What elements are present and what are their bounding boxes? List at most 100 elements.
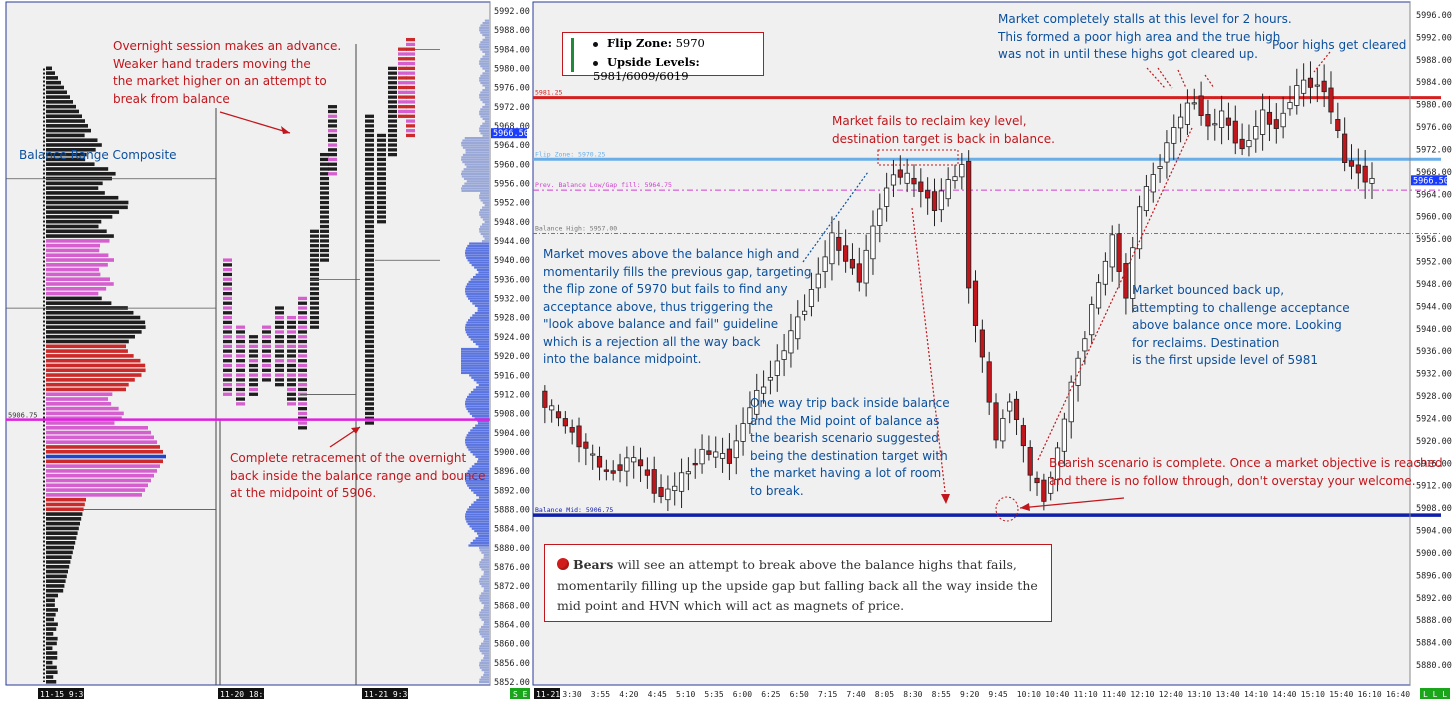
volume-profile-bar — [476, 381, 489, 384]
session-tpo-block — [365, 229, 374, 233]
volume-profile-bar — [474, 266, 489, 269]
volume-profile-bar — [465, 441, 489, 444]
session-tpo-block — [377, 133, 386, 138]
session-tpo-block — [365, 306, 374, 310]
session-tpo-block — [365, 339, 374, 344]
composite-profile-row — [46, 445, 160, 449]
price-tick-label: 5880.00 — [1416, 661, 1452, 671]
composite-profile-row — [46, 478, 151, 483]
candle-body — [699, 448, 705, 465]
session-tpo-block — [320, 191, 329, 195]
volume-profile-bar — [473, 501, 489, 504]
session-tpo-block — [287, 325, 296, 329]
volume-profile-bar — [473, 379, 489, 382]
session-tpo-block — [287, 335, 296, 339]
volume-profile-bar — [480, 81, 489, 85]
volume-profile-bar — [475, 424, 489, 427]
session-tpo-block — [365, 148, 374, 152]
composite-profile-row — [46, 243, 101, 248]
candle-body — [918, 181, 924, 192]
candle-body — [829, 232, 835, 265]
session-tpo-block — [298, 402, 307, 406]
volume-profile-bar — [479, 230, 489, 233]
annotation-pointer — [1204, 74, 1215, 89]
session-tpo-block — [249, 335, 258, 339]
volume-profile-bar — [472, 539, 489, 542]
session-tpo-block — [365, 311, 374, 315]
session-tpo-block — [236, 344, 245, 348]
session-tpo-block — [320, 176, 329, 181]
volume-profile-bar — [470, 542, 489, 545]
time-tick-label: 7:15 — [818, 690, 837, 699]
composite-profile-row — [46, 277, 110, 281]
candle-body — [1260, 109, 1266, 135]
session-tpo-block — [320, 181, 329, 186]
session-tpo-block — [398, 47, 407, 51]
volume-profile-bar — [465, 331, 489, 334]
volume-profile-bar — [481, 551, 489, 554]
volume-profile-bar — [461, 172, 489, 176]
composite-profile-row — [46, 143, 102, 147]
volume-profile-bar — [477, 460, 489, 463]
session-tpo-block — [406, 109, 415, 114]
composite-profile-row — [46, 71, 55, 75]
session-tpo-block — [406, 81, 415, 85]
price-tick-label: 5956.00 — [1416, 235, 1452, 245]
composite-profile-row — [46, 651, 58, 655]
session-tpo-block — [365, 315, 374, 320]
volume-profile-bar — [483, 587, 489, 590]
volume-profile-bar — [480, 91, 489, 94]
session-tpo-block — [275, 311, 284, 315]
composite-profile-row — [46, 368, 146, 373]
session-tpo-block — [249, 354, 258, 358]
session-date-bg — [38, 688, 84, 699]
volume-profile-bar — [483, 570, 489, 573]
candle-body — [1027, 447, 1033, 476]
volume-profile-bar — [482, 134, 489, 137]
session-tpo-block — [298, 421, 307, 425]
price-tick-label: 5876.00 — [494, 563, 530, 573]
composite-profile-row — [46, 272, 101, 277]
session-tpo-block — [236, 363, 245, 368]
session-tpo-block — [328, 143, 337, 147]
session-tpo-block — [365, 416, 374, 420]
session-tpo-block — [287, 387, 296, 392]
composite-profile-row — [46, 598, 55, 603]
candle-body — [678, 472, 685, 492]
candle-body — [1335, 119, 1341, 131]
volume-profile-bar — [475, 537, 489, 540]
volume-profile-bar — [481, 585, 489, 588]
session-tpo-block — [298, 354, 307, 358]
composite-profile-row — [46, 363, 146, 368]
volume-profile-bar — [463, 177, 489, 180]
session-tpo-block — [388, 95, 397, 99]
time-tick-label: 13:10 — [1187, 690, 1211, 699]
session-tpo-block — [388, 66, 397, 71]
session-tpo-block — [223, 368, 232, 372]
session-tpo-block — [365, 167, 374, 171]
volume-profile-bar — [469, 316, 489, 319]
session-tpo-block — [365, 248, 374, 253]
session-tpo-block — [223, 258, 232, 262]
candle-body — [1136, 206, 1143, 250]
volume-profile-bar — [480, 208, 489, 212]
volume-profile-bar — [465, 513, 489, 516]
session-tpo-block — [365, 239, 374, 243]
price-tick-label: 5920.00 — [1416, 437, 1452, 447]
session-tpo-block — [365, 263, 374, 267]
session-tpo-block — [406, 76, 415, 80]
volume-profile-bar — [479, 599, 489, 602]
volume-profile-bar — [477, 422, 489, 425]
volume-profile-bar — [479, 211, 489, 214]
time-tick-label: 14:10 — [1244, 690, 1268, 699]
composite-profile-row — [46, 210, 120, 214]
volume-profile-bar — [482, 201, 489, 204]
volume-profile-bar — [471, 527, 489, 530]
session-tpo-block — [365, 421, 374, 425]
time-tick-label: 6:00 — [733, 690, 752, 699]
candle-body — [549, 405, 555, 411]
session-tpo-block — [365, 397, 374, 401]
candle-body — [767, 376, 774, 381]
candle-body — [733, 440, 739, 459]
